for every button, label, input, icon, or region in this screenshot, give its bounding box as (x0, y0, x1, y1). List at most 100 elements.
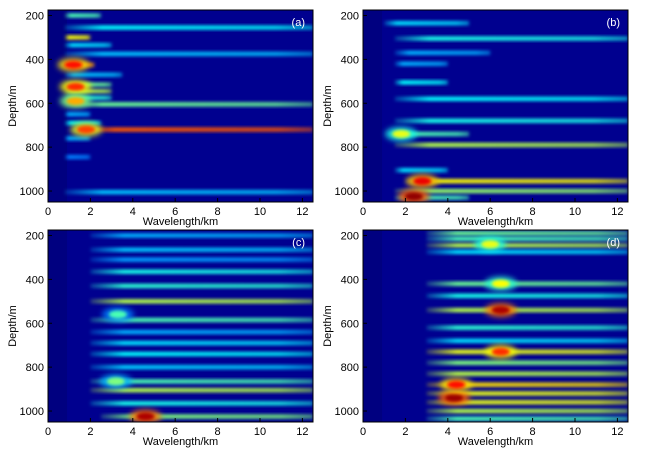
x-axis-label: Wavelength/km (143, 216, 218, 228)
heatmap-band (426, 416, 628, 421)
heatmap-band (426, 325, 628, 330)
panel-b: 0 2 4 6 8 10 12 200 400 600 800 1000 Wavelength/km De… (322, 9, 629, 228)
y-tick-label: 400 (26, 274, 44, 286)
x-tick-label: 0 (360, 426, 366, 438)
heatmap-band (64, 13, 101, 18)
heatmap-band (426, 307, 628, 313)
x-tick-label: 12 (296, 426, 308, 438)
heatmap-hotspot (447, 380, 466, 389)
x-tick-label: 4 (130, 426, 136, 438)
heatmap-band (394, 80, 448, 85)
heatmap-band (90, 233, 313, 238)
panel-d: 0 2 4 6 8 10 12 200 400 600 800 1000 Wavelength/km De… (322, 229, 629, 448)
x-tick-label: 4 (445, 206, 451, 218)
x-tick-label: 8 (215, 206, 221, 218)
x-tick-label: 10 (569, 206, 581, 218)
x-tick-label: 8 (530, 426, 536, 438)
x-axis-label: Wavelength/km (458, 436, 533, 448)
heatmap-low-wavelength-region (48, 10, 68, 202)
x-tick-label: 6 (487, 206, 493, 218)
heatmap-hotspot (77, 125, 96, 134)
x-tick-label: 8 (530, 206, 536, 218)
heatmap-band (90, 247, 313, 252)
panel-label: (a) (292, 17, 305, 29)
heatmap-band (90, 364, 313, 370)
x-tick-label: 12 (611, 426, 623, 438)
y-tick-label: 400 (341, 274, 359, 286)
heatmap-hotspot (404, 192, 423, 201)
heatmap-band (64, 102, 313, 107)
x-tick-label: 4 (130, 206, 136, 218)
x-tick-label: 6 (172, 426, 178, 438)
x-tick-label: 0 (45, 426, 51, 438)
heatmap-band (394, 96, 628, 102)
heatmap-band (64, 42, 112, 48)
heatmap-band (101, 414, 313, 419)
heatmap-hotspot (64, 60, 83, 69)
heatmap-band (426, 400, 628, 405)
heatmap-hotspot (136, 412, 155, 421)
heatmap-band (394, 167, 448, 173)
heatmap-low-wavelength-region (48, 230, 68, 422)
y-tick-label: 200 (26, 10, 44, 22)
heatmap-band (426, 360, 628, 365)
heatmap-band (64, 136, 91, 141)
y-tick-label: 600 (26, 98, 44, 110)
x-axis-label: Wavelength/km (458, 216, 533, 228)
y-axis-label: Depth/m (7, 85, 19, 127)
heatmap-band (64, 72, 123, 77)
heatmap-band (394, 50, 491, 55)
heatmap-area (363, 230, 628, 422)
y-tick-label: 1000 (335, 186, 359, 198)
plot-frame (47, 9, 314, 203)
heatmap-band (394, 188, 628, 194)
y-tick-label: 1000 (20, 406, 44, 418)
x-axis-label: Wavelength/km (143, 436, 218, 448)
heatmap-hotspot (491, 279, 510, 288)
x-tick-label: 4 (445, 426, 451, 438)
heatmap-hotspot (108, 310, 127, 319)
x-tick-label: 2 (87, 426, 93, 438)
heatmap-band (405, 178, 628, 184)
heatmap-low-wavelength-region (363, 230, 383, 422)
y-tick-label: 800 (26, 142, 44, 154)
heatmap-band (394, 36, 628, 41)
plot-frame (362, 9, 629, 203)
heatmap-band (64, 35, 91, 40)
heatmap-band (64, 25, 313, 30)
heatmap-band (426, 371, 628, 376)
y-tick-label: 800 (26, 362, 44, 374)
y-tick-label: 400 (26, 54, 44, 66)
heatmap-hotspot (66, 97, 85, 106)
heatmap-band (426, 349, 628, 354)
x-tick-label: 12 (296, 206, 308, 218)
y-tick-label: 200 (26, 230, 44, 242)
heatmap-hotspot (392, 129, 411, 138)
x-tick-label: 0 (45, 206, 51, 218)
heatmap-band (90, 351, 313, 357)
heatmap-band (426, 338, 628, 344)
heatmap-band (426, 408, 628, 414)
y-tick-label: 600 (26, 318, 44, 330)
heatmap-band (64, 88, 112, 94)
heatmap-band (79, 127, 313, 132)
heatmap-hotspot (491, 347, 510, 356)
heatmap-band (394, 131, 469, 137)
heatmap-band (426, 243, 628, 248)
heatmap-band (64, 154, 91, 160)
heatmap-band (64, 112, 91, 117)
x-tick-label: 8 (215, 426, 221, 438)
heatmap-band (426, 231, 628, 236)
heatmap-area (48, 10, 313, 202)
heatmap-low-wavelength-region (363, 10, 383, 202)
x-tick-label: 6 (487, 426, 493, 438)
x-tick-label: 2 (402, 426, 408, 438)
heatmap-band (90, 269, 313, 274)
heatmap-band (90, 257, 313, 262)
heatmap-band (426, 236, 628, 241)
x-tick-label: 10 (569, 426, 581, 438)
heatmap-band (426, 391, 628, 396)
heatmap-band (64, 51, 313, 57)
panel-label: (c) (292, 237, 305, 249)
